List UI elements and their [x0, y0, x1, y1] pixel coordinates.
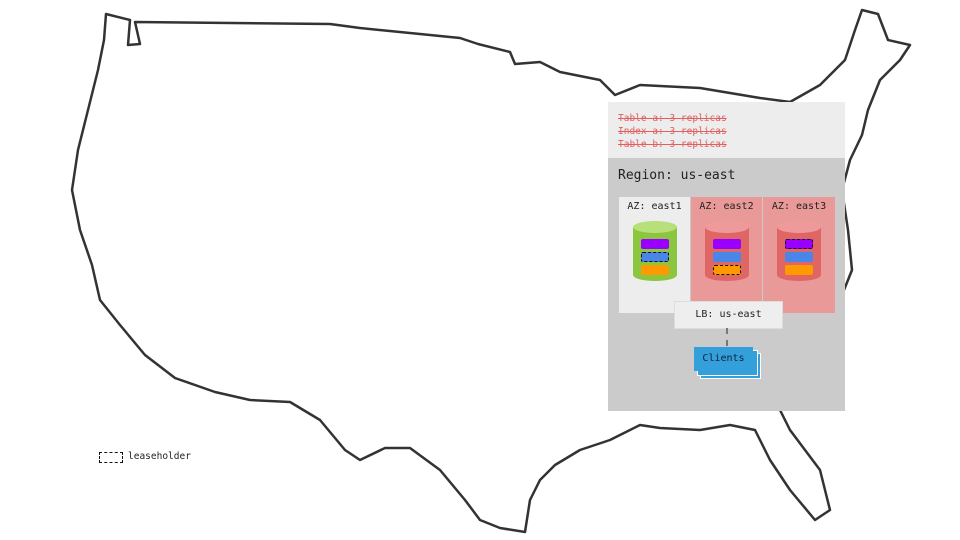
- replica-list: [608, 102, 845, 158]
- az-east2: AZ: east2: [691, 197, 762, 313]
- az-label: AZ: east1: [627, 201, 682, 212]
- az-east1: AZ: east1: [619, 197, 690, 313]
- leaseholder-legend-icon: [99, 452, 123, 463]
- region-label: Region: us-east: [618, 168, 736, 183]
- replica-table-b: Table b: 3 replicas: [618, 139, 727, 150]
- az-label: AZ: east2: [699, 201, 754, 212]
- range-orange: [785, 265, 813, 275]
- clients-box: Clients: [694, 347, 753, 371]
- replica-index-a: Index a: 3 replicas: [618, 126, 727, 137]
- database-icon: [633, 221, 677, 281]
- connector-line: [726, 328, 728, 346]
- range-orange-leaseholder: [713, 265, 741, 275]
- range-purple: [713, 239, 741, 249]
- range-purple: [641, 239, 669, 249]
- database-icon: [777, 221, 821, 281]
- range-blue: [713, 252, 741, 262]
- replica-table-a: Table a: 3 replicas: [618, 113, 727, 124]
- range-blue: [785, 252, 813, 262]
- range-orange: [641, 265, 669, 275]
- az-label: AZ: east3: [771, 201, 827, 212]
- range-blue-leaseholder: [641, 252, 669, 262]
- load-balancer: LB: us-east: [674, 301, 783, 329]
- database-icon: [705, 221, 749, 281]
- legend-label: leaseholder: [128, 451, 191, 462]
- az-east3: AZ: east3: [763, 197, 835, 313]
- range-purple-leaseholder: [785, 239, 813, 249]
